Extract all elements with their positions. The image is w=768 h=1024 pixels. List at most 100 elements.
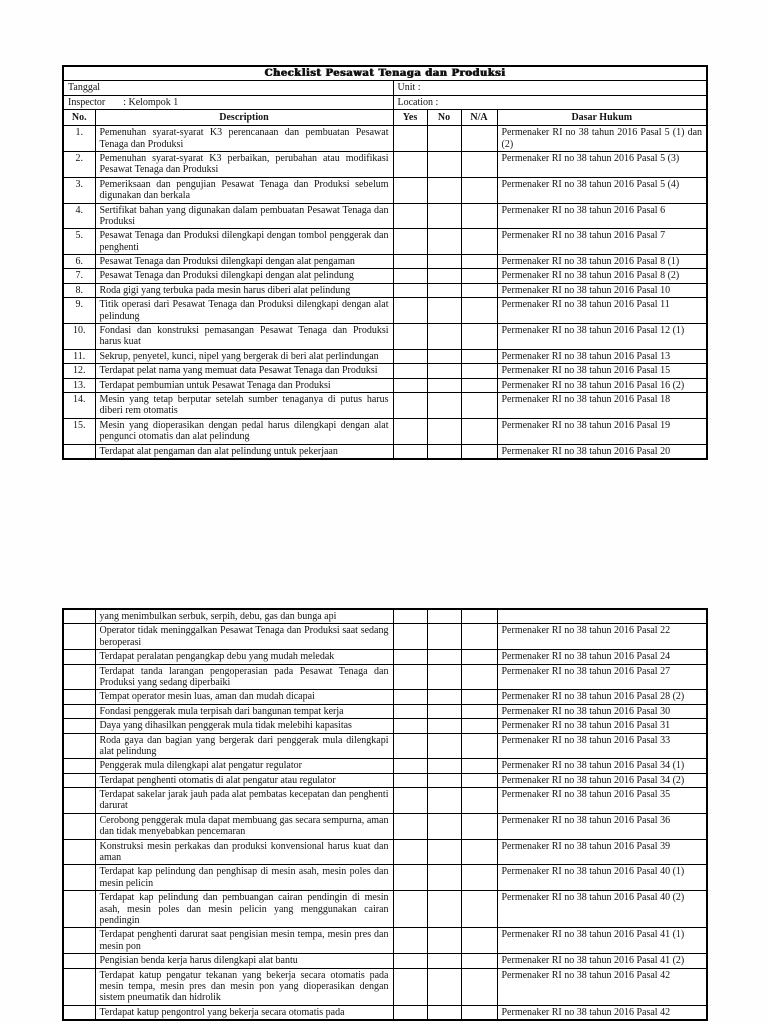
dasar-hukum-cell: Permenaker RI no 38 tahun 2016 Pasal 8 (… bbox=[496, 254, 708, 270]
yes-cell bbox=[392, 689, 428, 705]
no-cell bbox=[426, 348, 462, 365]
header-description: Description bbox=[94, 109, 394, 127]
checklist-row: 9. Titik operasi dari Pesawat Tenaga dan … bbox=[62, 297, 708, 325]
no-cell bbox=[426, 176, 462, 204]
header-not: No bbox=[426, 109, 462, 127]
checklist-row: Terdapat kap pelindung dan pembuangan ca… bbox=[62, 890, 708, 929]
na-cell bbox=[460, 967, 498, 1006]
na-cell bbox=[460, 391, 498, 419]
checklist-row: Terdapat katup pengontrol yang bekerja s… bbox=[62, 1004, 708, 1021]
description-cell: Pesawat Tenaga dan Produksi dilengkapi d… bbox=[94, 254, 394, 270]
dasar-hukum-cell: Permenaker RI no 38 tahun 2016 Pasal 16 … bbox=[496, 377, 708, 393]
na-cell bbox=[460, 125, 498, 152]
checklist-table-page2: yang menimbulkan serbuk, serpih, debu, g… bbox=[62, 608, 708, 1022]
na-cell bbox=[460, 689, 498, 705]
description-cell: Mesin yang tetap berputar setelah sumber… bbox=[94, 391, 394, 419]
dasar-hukum-cell bbox=[496, 608, 708, 625]
na-cell bbox=[460, 787, 498, 814]
no-cell bbox=[426, 927, 462, 955]
yes-cell bbox=[392, 282, 428, 299]
inspector-label: Inspector bbox=[68, 96, 106, 108]
description-cell: Terdapat kap pelindung dan penghisap di … bbox=[94, 864, 394, 892]
no-cell bbox=[426, 703, 462, 720]
checklist-row: 12. Terdapat pelat nama yang memuat data … bbox=[62, 363, 708, 379]
row-number-cell bbox=[62, 838, 96, 866]
row-number-cell: 4. bbox=[62, 202, 96, 230]
checklist-row: 8. Roda gigi yang terbuka pada mesin haru… bbox=[62, 282, 708, 299]
checklist-row: 11. Sekrup, penyetel, kunci, nipel yang b… bbox=[62, 348, 708, 365]
no-cell bbox=[426, 663, 462, 691]
checklist-row: Terdapat sakelar jarak jauh pada alat pe… bbox=[62, 787, 708, 814]
row-number-cell bbox=[62, 864, 96, 892]
yes-cell bbox=[392, 718, 428, 734]
yes-cell bbox=[392, 758, 428, 774]
description-cell: Roda gigi yang terbuka pada mesin harus … bbox=[94, 282, 394, 299]
no-cell bbox=[426, 732, 462, 760]
description-cell: Mesin yang dioperasikan dengan pedal har… bbox=[94, 417, 394, 445]
dasar-hukum-cell: Permenaker RI no 38 tahun 2016 Pasal 10 bbox=[496, 282, 708, 299]
yes-cell bbox=[392, 649, 428, 665]
yes-cell bbox=[392, 890, 428, 929]
description-cell: Pesawat Tenaga dan Produksi dilengkapi d… bbox=[94, 228, 394, 256]
checklist-row: Terdapat kap pelindung dan penghisap di … bbox=[62, 864, 708, 892]
no-cell bbox=[426, 787, 462, 814]
dasar-hukum-cell: Permenaker RI no 38 tahun 2016 Pasal 5 (… bbox=[496, 150, 708, 178]
description-cell: yang menimbulkan serbuk, serpih, debu, g… bbox=[94, 608, 394, 625]
row-number-cell bbox=[62, 967, 96, 1006]
row-number-cell: 8. bbox=[62, 282, 96, 299]
dasar-hukum-cell: Permenaker RI no 38 tahun 2016 Pasal 42 bbox=[496, 1004, 708, 1021]
checklist-row: 13. Terdapat pembumian untuk Pesawat Tena… bbox=[62, 377, 708, 393]
na-cell bbox=[460, 268, 498, 284]
na-cell bbox=[460, 363, 498, 379]
dasar-hukum-cell: Permenaker RI no 38 tahun 2016 Pasal 31 bbox=[496, 718, 708, 734]
dasar-hukum-cell: Permenaker RI no 38 tahun 2016 Pasal 41 … bbox=[496, 927, 708, 955]
yes-cell bbox=[392, 1004, 428, 1021]
dasar-hukum-cell: Permenaker RI no 38 tahun 2016 Pasal 22 bbox=[496, 623, 708, 651]
checklist-row: 15. Mesin yang dioperasikan dengan pedal … bbox=[62, 417, 708, 445]
yes-cell bbox=[392, 787, 428, 814]
na-cell bbox=[460, 443, 498, 460]
header-yes: Yes bbox=[392, 109, 428, 127]
header-no: No. bbox=[62, 109, 96, 127]
description-cell: Tempat operator mesin luas, aman dan mud… bbox=[94, 689, 394, 705]
row-number-cell: 5. bbox=[62, 228, 96, 256]
yes-cell bbox=[392, 443, 428, 460]
checklist-row: Tempat operator mesin luas, aman dan mud… bbox=[62, 689, 708, 705]
na-cell bbox=[460, 758, 498, 774]
yes-cell bbox=[392, 125, 428, 152]
dasar-hukum-cell: Permenaker RI no 38 tahun 2016 Pasal 33 bbox=[496, 732, 708, 760]
row-number-cell bbox=[62, 812, 96, 840]
header-dasar-hukum: Dasar Hukum bbox=[496, 109, 708, 127]
row-number-cell bbox=[62, 890, 96, 929]
yes-cell bbox=[392, 348, 428, 365]
yes-cell bbox=[392, 927, 428, 955]
row-number-cell bbox=[62, 443, 96, 460]
yes-cell bbox=[392, 663, 428, 691]
na-cell bbox=[460, 663, 498, 691]
no-cell bbox=[426, 758, 462, 774]
description-cell: Terdapat alat pengaman dan alat pelindun… bbox=[94, 443, 394, 460]
no-cell bbox=[426, 377, 462, 393]
no-cell bbox=[426, 649, 462, 665]
yes-cell bbox=[392, 202, 428, 230]
na-cell bbox=[460, 608, 498, 625]
checklist-row: 1. Pemenuhan syarat-syarat K3 perencanaan… bbox=[62, 125, 708, 152]
na-cell bbox=[460, 1004, 498, 1021]
no-cell bbox=[426, 967, 462, 1006]
row-number-cell bbox=[62, 608, 96, 625]
header-na: N/A bbox=[460, 109, 498, 127]
description-cell: Pemenuhan syarat-syarat K3 perbaikan, pe… bbox=[94, 150, 394, 178]
tanggal-field: Tanggal bbox=[62, 80, 394, 96]
inspector-field: Inspector: Kelompok 1 bbox=[62, 94, 394, 111]
checklist-row: Cerobong penggerak mula dapat membuang g… bbox=[62, 812, 708, 840]
checklist-row: Terdapat katup pengatur tekanan yang bek… bbox=[62, 967, 708, 1006]
row-number-cell: 6. bbox=[62, 254, 96, 270]
no-cell bbox=[426, 323, 462, 350]
row-number-cell: 3. bbox=[62, 176, 96, 204]
yes-cell bbox=[392, 228, 428, 256]
row-number-cell: 13. bbox=[62, 377, 96, 393]
no-cell bbox=[426, 150, 462, 178]
na-cell bbox=[460, 718, 498, 734]
yes-cell bbox=[392, 864, 428, 892]
